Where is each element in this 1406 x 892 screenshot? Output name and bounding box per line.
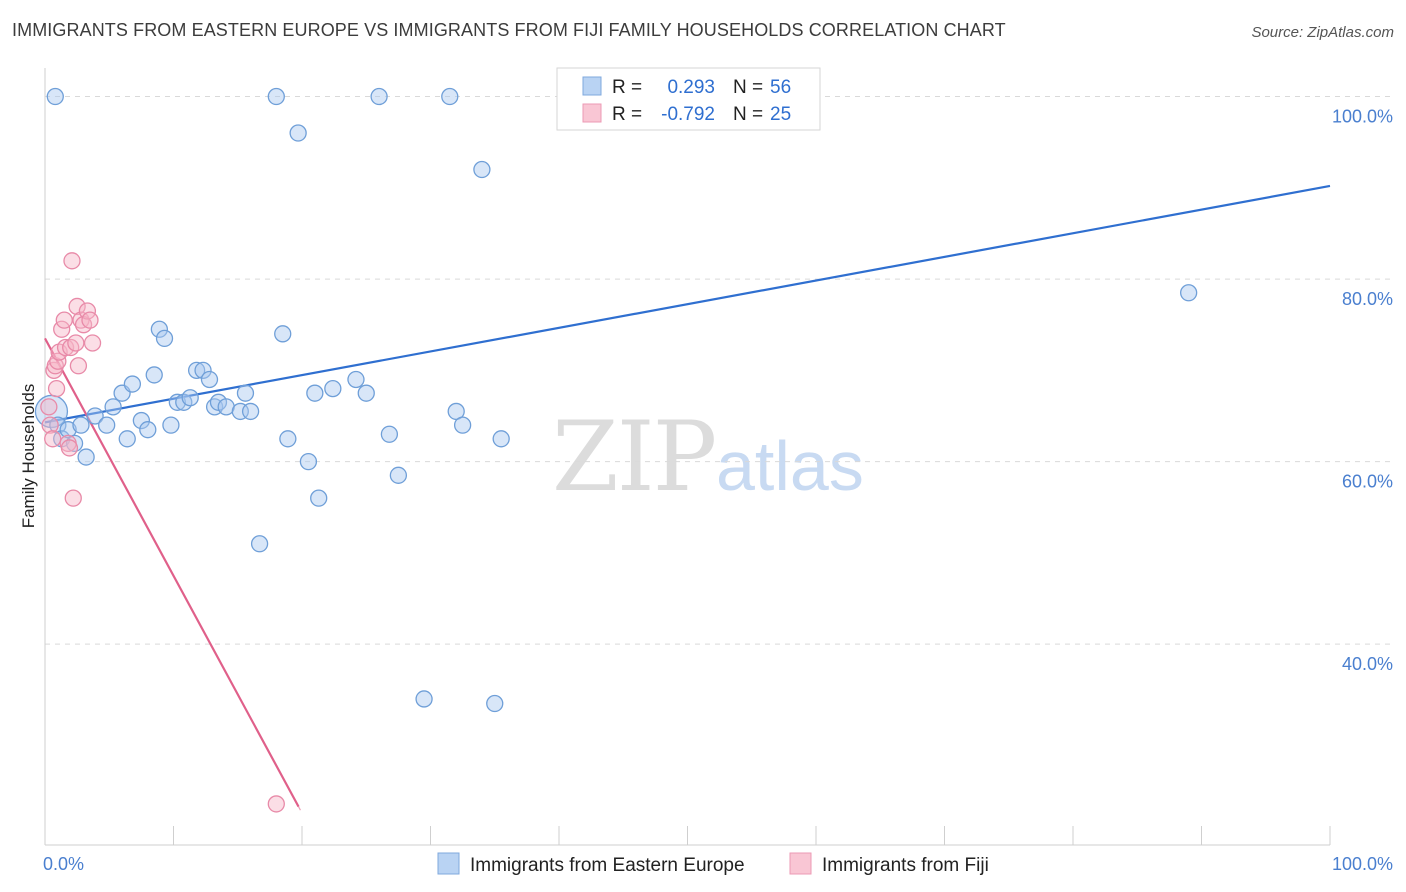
point-fiji <box>83 334 102 352</box>
point-eastern-europe <box>145 366 163 384</box>
point-eastern-europe <box>139 421 157 439</box>
axes: 40.0% 60.0% 80.0% 100.0% 0.0% 100.0% <box>43 68 1393 874</box>
watermark: ZIP atlas <box>552 401 864 513</box>
point-eastern-europe <box>324 379 342 398</box>
point-fiji <box>46 357 64 375</box>
point-eastern-europe <box>441 87 459 106</box>
point-fiji <box>55 311 73 329</box>
point-eastern-europe <box>357 384 375 402</box>
point-eastern-europe <box>299 452 318 471</box>
legend-pink-label: Immigrants from Fiji <box>822 855 989 876</box>
point-eastern-europe <box>98 416 116 434</box>
point-fiji <box>267 795 285 813</box>
legend: Immigrants from Eastern Europe Immigrant… <box>437 852 989 876</box>
stats-box: R = 0.293 N = 56 R = -0.792 N = 25 <box>556 67 821 131</box>
point-eastern-europe <box>415 690 433 708</box>
point-eastern-europe <box>187 361 206 379</box>
trend-line-eastern-europe <box>44 184 1331 424</box>
point-eastern-europe <box>250 535 269 553</box>
stats-blue-r-value: 0.293 <box>667 77 715 98</box>
point-eastern-europe <box>241 402 260 421</box>
stats-blue-n-label: N = <box>733 77 763 98</box>
point-eastern-europe <box>486 694 504 713</box>
point-eastern-europe <box>150 320 169 338</box>
point-eastern-europe <box>389 466 408 484</box>
point-eastern-europe <box>236 384 255 402</box>
point-eastern-europe <box>46 87 64 106</box>
point-eastern-europe <box>279 430 297 448</box>
point-fiji <box>64 489 82 507</box>
point-fiji <box>56 338 75 357</box>
point-eastern-europe <box>473 160 491 179</box>
data-points <box>34 87 1198 813</box>
point-fiji <box>60 439 79 457</box>
y-tick-label: 80.0% <box>1342 289 1393 309</box>
chart-title: IMMIGRANTS FROM EASTERN EUROPE VS IMMIGR… <box>12 20 1006 40</box>
x-tick-label-max: 100.0% <box>1332 854 1393 874</box>
stats-pink-n-value: 25 <box>770 104 791 125</box>
point-eastern-europe <box>132 411 151 430</box>
point-fiji <box>63 252 81 270</box>
point-eastern-europe <box>118 430 136 448</box>
stats-blue-swatch <box>582 76 602 96</box>
grid <box>45 96 1395 645</box>
point-eastern-europe <box>453 416 472 434</box>
point-eastern-europe <box>104 398 122 416</box>
point-eastern-europe <box>274 325 292 343</box>
point-eastern-europe <box>162 416 180 434</box>
stats-pink-r-label: R = <box>612 104 642 125</box>
y-tick-label: 60.0% <box>1342 472 1393 492</box>
stats-pink-r-value: -0.792 <box>661 104 715 125</box>
legend-blue-label: Immigrants from Eastern Europe <box>470 855 745 876</box>
point-fiji <box>69 357 88 375</box>
point-fiji <box>44 430 62 448</box>
point-eastern-europe <box>267 87 285 106</box>
stats-pink-swatch <box>582 103 602 123</box>
stats-pink-n-label: N = <box>733 104 763 125</box>
point-fiji <box>68 297 86 316</box>
point-eastern-europe <box>155 329 174 348</box>
point-fiji <box>40 398 58 416</box>
trend-line-fiji-extension <box>298 806 303 814</box>
legend-pink-swatch <box>789 852 812 875</box>
stats-blue-n-value: 56 <box>770 77 791 98</box>
watermark-zip: ZIP <box>552 401 715 513</box>
point-eastern-europe <box>347 370 365 389</box>
x-tick-label-min: 0.0% <box>43 854 84 874</box>
stats-blue-r-label: R = <box>612 77 642 98</box>
point-eastern-europe <box>181 389 199 407</box>
point-eastern-europe <box>492 430 510 448</box>
point-eastern-europe <box>200 370 219 389</box>
point-eastern-europe <box>123 375 142 393</box>
point-fiji <box>41 416 59 434</box>
y-tick-label: 100.0% <box>1332 107 1393 127</box>
legend-blue-swatch <box>437 852 460 875</box>
point-eastern-europe <box>194 361 212 379</box>
source-credit: Source: ZipAtlas.com <box>1251 24 1394 41</box>
point-eastern-europe <box>77 448 95 466</box>
point-fiji <box>67 334 85 352</box>
point-eastern-europe <box>289 124 307 142</box>
point-fiji <box>47 379 66 398</box>
y-tick-label: 40.0% <box>1342 654 1393 674</box>
point-eastern-europe <box>380 425 399 443</box>
y-axis-title: Family Households <box>19 384 38 529</box>
point-eastern-europe <box>168 393 187 411</box>
point-eastern-europe <box>86 407 104 425</box>
point-fiji <box>72 311 90 329</box>
point-eastern-europe <box>306 384 324 402</box>
point-eastern-europe <box>370 87 388 106</box>
watermark-atlas: atlas <box>716 427 864 505</box>
point-eastern-europe <box>310 489 328 507</box>
point-fiji <box>81 311 99 329</box>
point-eastern-europe <box>1180 284 1198 302</box>
point-eastern-europe <box>72 416 90 434</box>
